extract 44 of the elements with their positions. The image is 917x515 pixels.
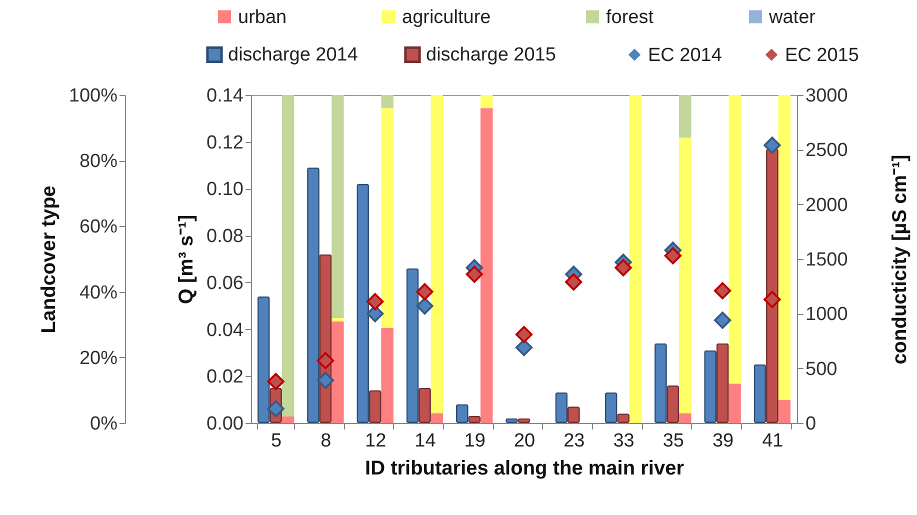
x-tick-label: 14	[414, 430, 436, 452]
y3-tick-label: 0%	[90, 414, 118, 434]
x-tick-label: 23	[564, 430, 585, 452]
y2-tick-label: 2000	[806, 194, 848, 216]
y-axis-title: Q [m³ s⁻¹]	[176, 214, 198, 304]
x-tick-label: 35	[662, 430, 684, 452]
y-tick-label: 0.02	[206, 366, 244, 388]
legend-label: discharge 2014	[228, 44, 358, 66]
y3-tick-label: 100%	[68, 86, 118, 106]
y2-axis-title: conducticity [µS cm⁻¹]	[888, 154, 911, 364]
legend-label: EC 2015	[785, 44, 859, 66]
y-tick-label: 0.08	[206, 226, 244, 248]
legend-label: EC 2014	[648, 44, 722, 66]
y3-tick-label: 60%	[79, 216, 118, 238]
y2-tick-label: 0	[806, 414, 816, 434]
x-tick-label: 39	[712, 430, 734, 452]
y3-tick-label: 20%	[79, 348, 118, 369]
x-tick-label: 8	[320, 430, 332, 452]
y-tick-label: 0.14	[206, 86, 244, 106]
y-tick-label: 0.10	[206, 179, 244, 200]
x-tick-label: 41	[762, 430, 784, 452]
y-tick-label: 0.06	[206, 272, 244, 294]
y-tick-label: 0.00	[206, 414, 244, 434]
legend-label: agriculture	[402, 6, 491, 28]
x-tick-label: 19	[464, 430, 486, 452]
y3-tick-label: 40%	[79, 282, 118, 304]
y3-axis-title: Landcover type	[38, 186, 60, 334]
x-tick-label: 20	[514, 430, 536, 452]
legend-label: water	[768, 6, 816, 28]
legend-label: discharge 2015	[426, 44, 556, 66]
x-tick-label: 12	[365, 430, 386, 452]
y2-tick-label: 3000	[806, 86, 848, 106]
legend-label: forest	[606, 6, 654, 28]
x-axis-title: ID tributaries along the main river	[365, 458, 684, 480]
y2-tick-label: 500	[806, 358, 838, 380]
y-tick-label: 0.12	[206, 132, 244, 154]
y-tick-label: 0.04	[206, 320, 244, 341]
x-tick-label: 5	[271, 430, 282, 452]
y2-tick-label: 1000	[806, 304, 848, 326]
y2-tick-label: 2500	[806, 140, 848, 162]
legend-label: urban	[238, 6, 287, 28]
y3-tick-label: 80%	[79, 151, 118, 172]
y2-tick-label: 1500	[806, 250, 848, 270]
x-tick-label: 33	[613, 430, 634, 452]
